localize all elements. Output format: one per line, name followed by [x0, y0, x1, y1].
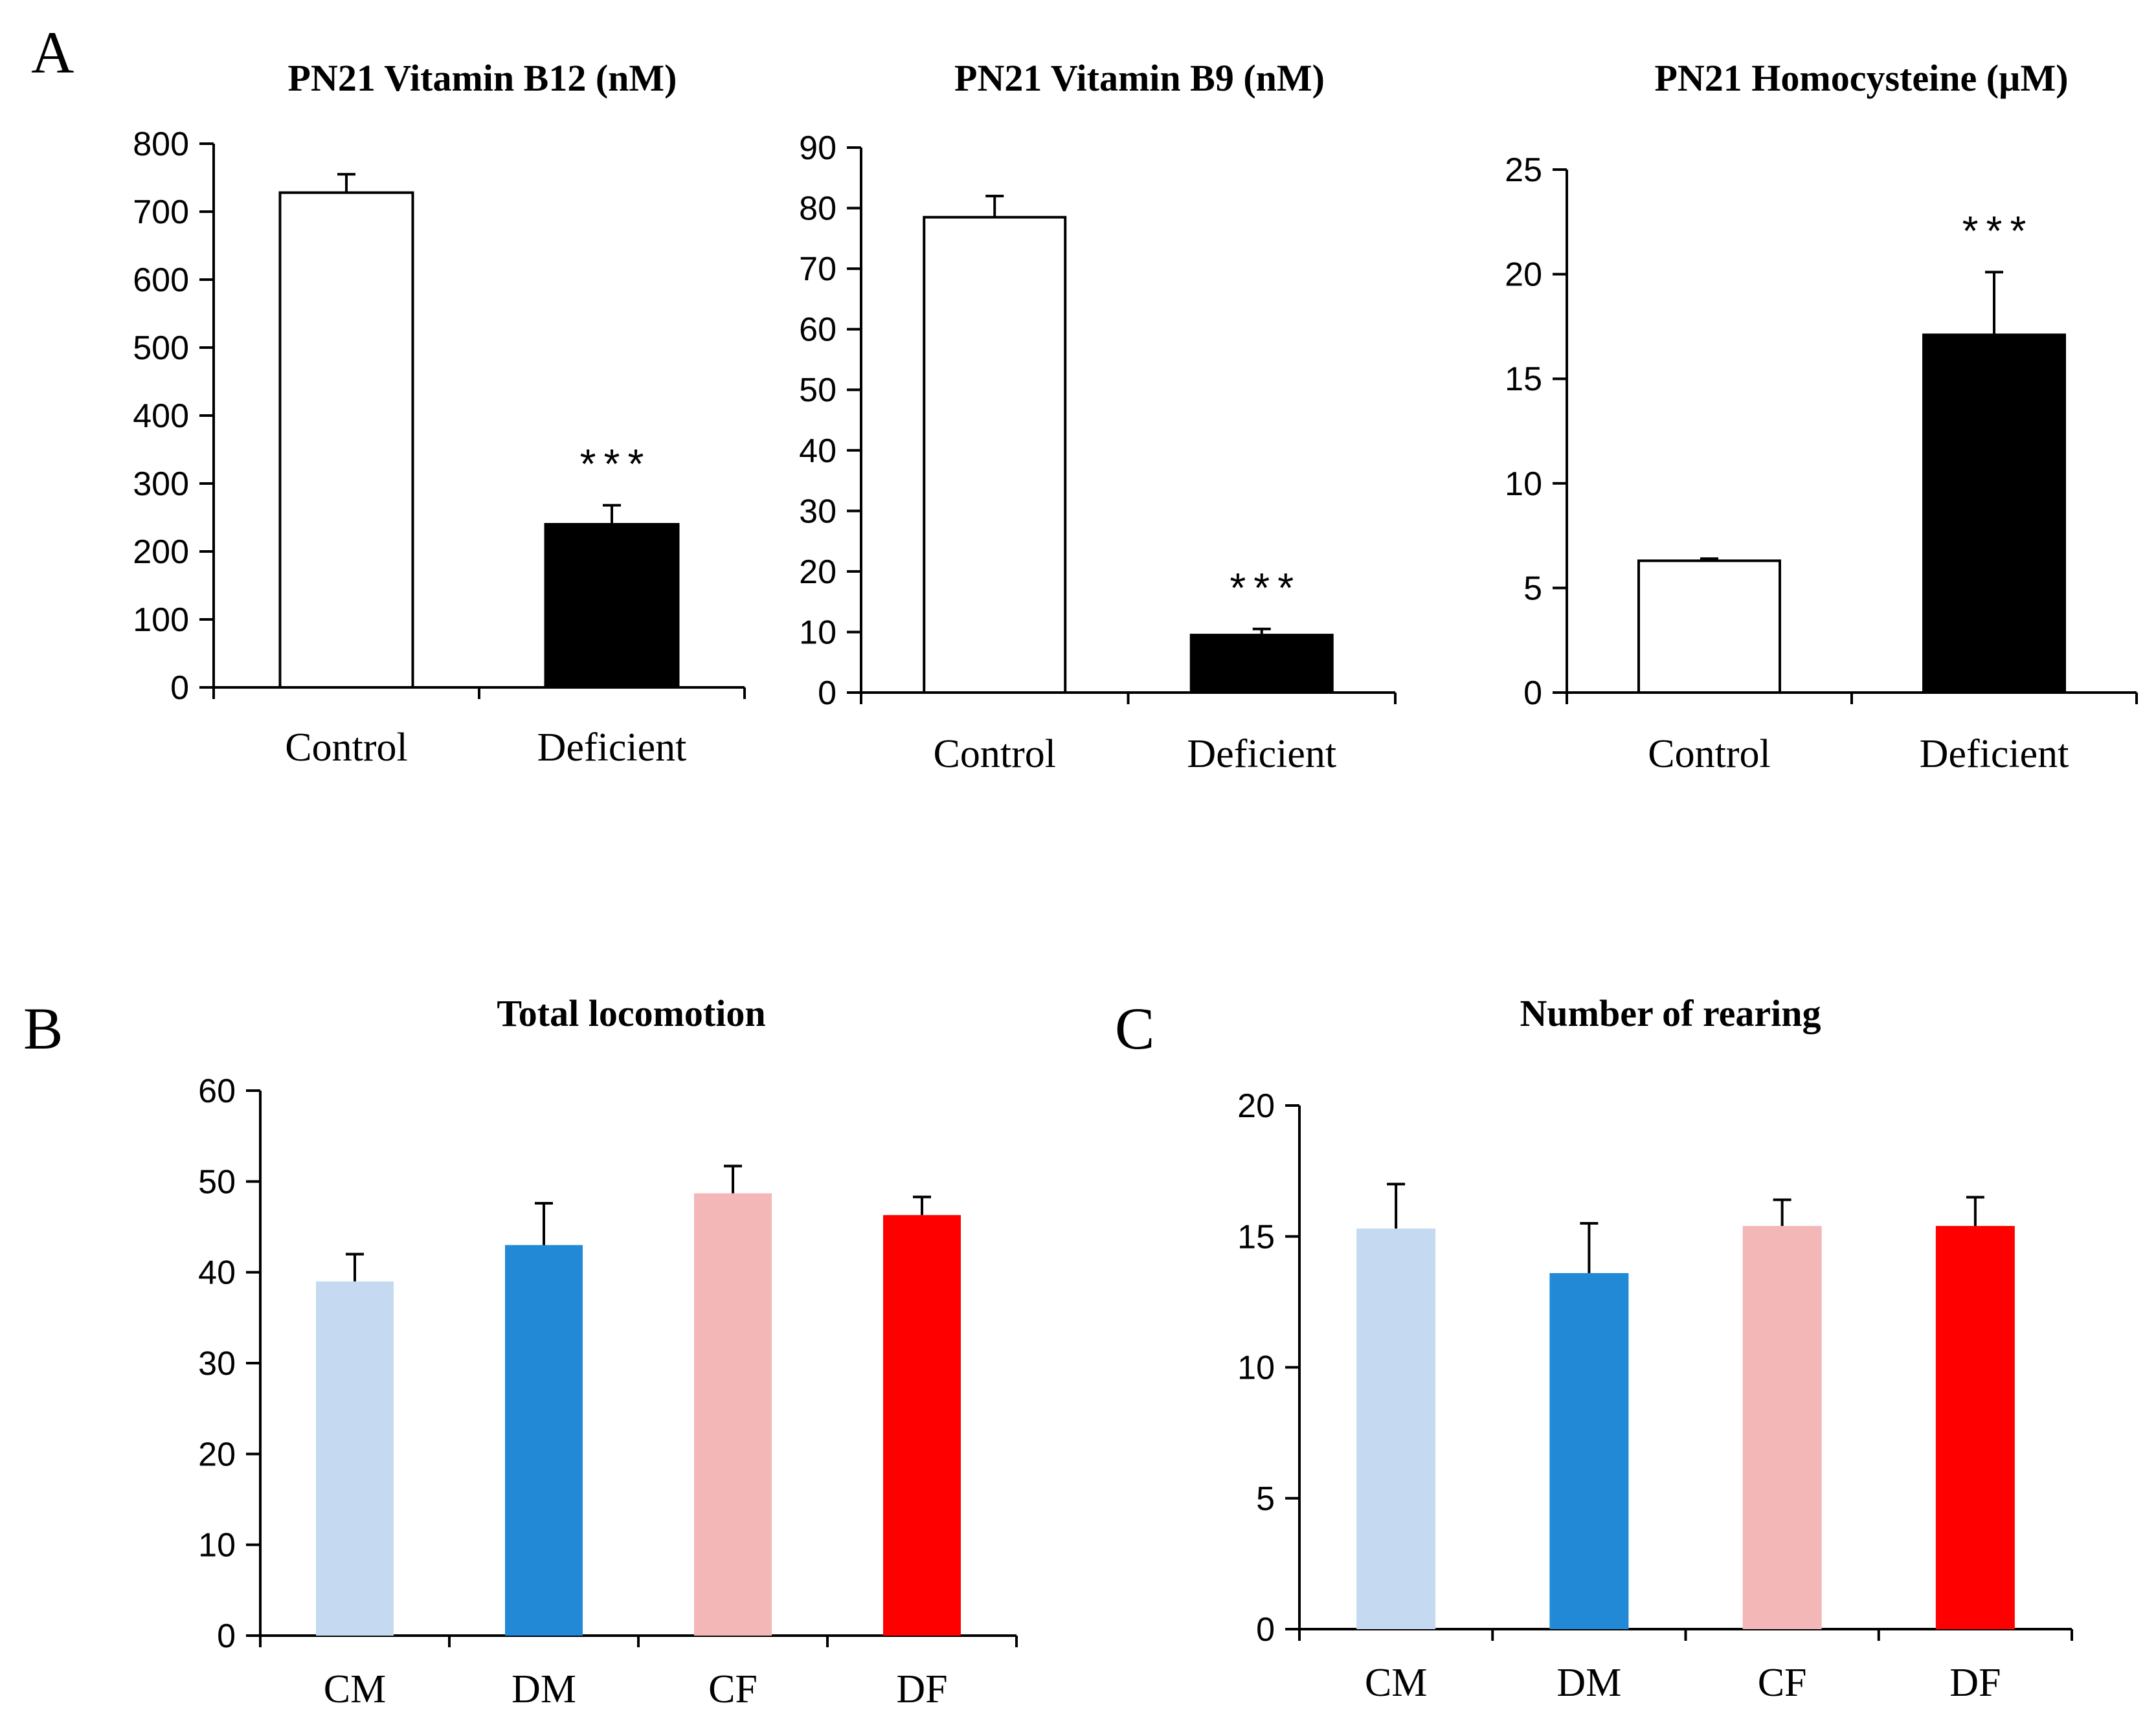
y-tick-label: 0 [818, 674, 837, 712]
y-tick-label: 50 [799, 372, 837, 409]
bar-cf [1742, 1226, 1822, 1629]
y-tick-label: 30 [799, 493, 837, 530]
y-tick-label: 50 [198, 1163, 236, 1201]
y-tick-label: 0 [170, 669, 189, 707]
y-tick-label: 15 [1237, 1218, 1275, 1256]
category-label: CF [708, 1667, 758, 1711]
y-tick-label: 800 [133, 126, 189, 163]
bar-cm [316, 1281, 394, 1636]
bar-df [883, 1215, 961, 1636]
chart-title: PN21 Vitamin B9 (nM) [954, 57, 1325, 99]
category-label: Deficient [1920, 732, 2069, 776]
y-tick-label: 20 [1505, 256, 1542, 294]
bar-dm [1549, 1273, 1629, 1629]
category-label: Control [285, 726, 407, 770]
y-tick-label: 30 [198, 1345, 236, 1383]
y-tick-label: 90 [799, 129, 837, 167]
chart-homocysteine: PN21 Homocysteine (µM) 0 5 10 15 20 25 Control *… [1505, 57, 2138, 776]
significance-label: *** [1230, 564, 1301, 611]
y-tick-label: 300 [133, 465, 189, 503]
y-tick-label: 20 [198, 1436, 236, 1473]
category-label: DF [1949, 1661, 2001, 1705]
y-tick-label: 20 [799, 553, 837, 591]
chart-number-of-rearing: Number of rearing 0 5 10 15 20 CM DM CF DF [1237, 992, 2073, 1705]
y-tick-label: 10 [1505, 465, 1542, 503]
y-tick-label: 0 [217, 1618, 236, 1655]
bar-control [278, 191, 414, 689]
category-label: Control [1648, 732, 1770, 776]
y-tick-label: 20 [1237, 1087, 1275, 1125]
y-tick-label: 25 [1505, 151, 1542, 189]
y-tick-label: 5 [1256, 1480, 1275, 1518]
bar-df [1935, 1226, 2015, 1629]
y-tick-label: 600 [133, 261, 189, 299]
category-label: DM [1556, 1661, 1621, 1705]
y-tick-label: 70 [799, 250, 837, 288]
category-label: Control [934, 732, 1056, 776]
y-tick-label: 200 [133, 533, 189, 571]
y-tick-label: 80 [799, 190, 837, 228]
category-label: DM [511, 1667, 576, 1711]
y-tick-label: 100 [133, 601, 189, 639]
category-label: CF [1758, 1661, 1807, 1705]
category-label: CM [1365, 1661, 1427, 1705]
y-tick-label: 500 [133, 329, 189, 367]
y-tick-label: 10 [799, 614, 837, 651]
panel-letter-a: A [31, 19, 74, 85]
bar-dm [505, 1245, 583, 1636]
chart-title: Number of rearing [1520, 992, 1821, 1034]
category-label: DF [896, 1667, 947, 1711]
y-tick-label: 40 [198, 1254, 236, 1292]
bar-control [923, 216, 1067, 695]
y-tick-label: 0 [1256, 1611, 1275, 1649]
panel-letter-b: B [23, 995, 63, 1062]
bar-deficient [1189, 634, 1334, 694]
y-tick-label: 5 [1523, 570, 1542, 607]
chart-vitamin-b9: PN21 Vitamin B9 (nM) 0 10 20 30 40 50 60 70 80 90 C… [799, 57, 1397, 776]
category-label: CM [324, 1667, 386, 1711]
y-tick-label: 400 [133, 397, 189, 435]
bar-deficient [1922, 333, 2066, 694]
chart-title: PN21 Vitamin B12 (nM) [288, 57, 677, 99]
category-label: Deficient [537, 726, 687, 770]
y-tick-label: 10 [1237, 1350, 1275, 1387]
bar-control [1637, 559, 1781, 694]
y-tick-label: 60 [198, 1073, 236, 1110]
chart-title: Total locomotion [497, 992, 765, 1034]
y-tick-label: 10 [198, 1527, 236, 1564]
chart-title: PN21 Homocysteine (µM) [1654, 57, 2068, 99]
y-tick-label: 0 [1523, 674, 1542, 712]
bar-deficient [544, 523, 680, 689]
panel-letter-c: C [1115, 995, 1154, 1062]
bar-cf [694, 1193, 772, 1636]
significance-label: *** [580, 441, 652, 487]
chart-vitamin-b12: PN21 Vitamin B12 (nM) 0 100 200 300 400 500 600… [133, 57, 746, 770]
category-label: Deficient [1187, 732, 1336, 776]
y-tick-label: 60 [799, 311, 837, 349]
chart-total-locomotion: Total locomotion 0 10 20 30 40 50 60 CM DM CF DF [198, 992, 1018, 1711]
y-tick-label: 40 [799, 432, 837, 470]
bar-cm [1356, 1228, 1436, 1629]
significance-label: *** [1962, 207, 2034, 254]
y-tick-label: 15 [1505, 361, 1542, 398]
y-tick-label: 700 [133, 194, 189, 231]
